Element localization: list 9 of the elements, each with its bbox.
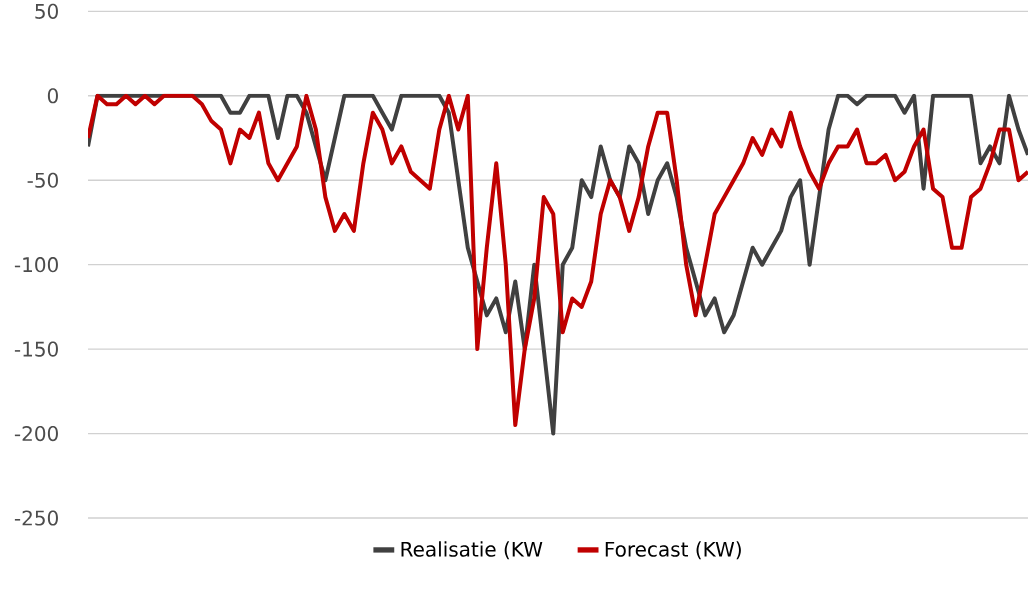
legend-label: Forecast (KW) xyxy=(605,541,741,560)
y-tick-label: -200 xyxy=(14,425,58,442)
y-tick-label: 50 xyxy=(35,3,58,19)
y-tick-label: -150 xyxy=(14,341,58,357)
y-tick-label: -50 xyxy=(27,172,58,188)
y-tick-label: 0 xyxy=(47,88,58,104)
y-tick-label: -100 xyxy=(14,257,58,273)
legend-label: Realisatie (KW xyxy=(401,541,543,560)
y-tick-label: -250 xyxy=(14,510,58,526)
